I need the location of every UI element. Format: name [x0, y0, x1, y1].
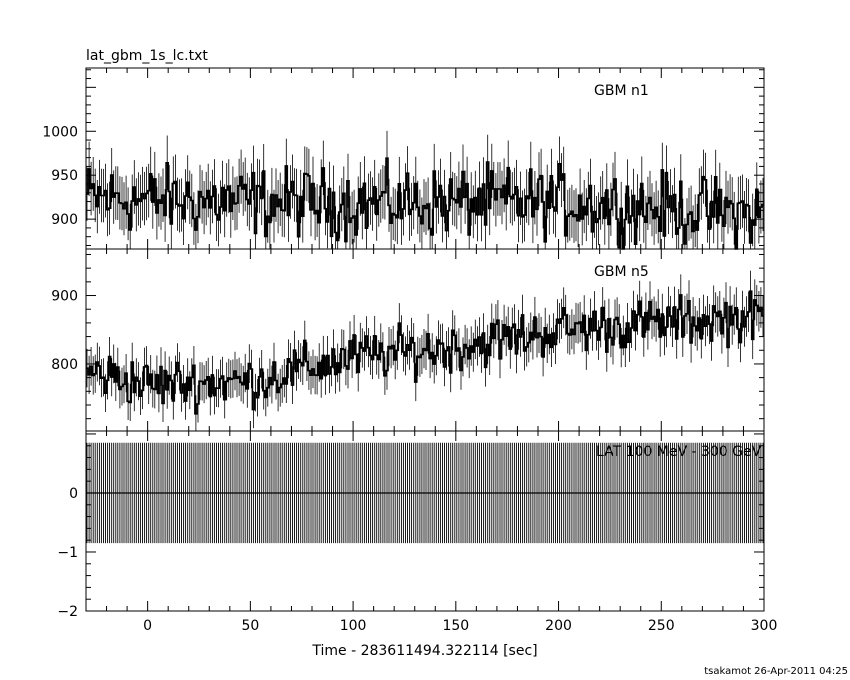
gbm-n1-panel: 900 950 1000 GBM n1	[42, 67, 765, 250]
x-tick-label: 50	[241, 618, 259, 634]
y-tick-label: 900	[51, 212, 78, 228]
lat-label: LAT 100 MeV - 300 GeV	[596, 444, 762, 460]
x-tick-label: 200	[545, 618, 572, 634]
gbm-n1-ticks: 900 950 1000	[42, 68, 765, 249]
y-tick-label: −1	[57, 545, 78, 561]
file-title: lat_gbm_1s_lc.txt	[86, 48, 208, 64]
y-tick-label: 900	[51, 289, 78, 305]
gbm-n5-ticks: 800 900	[51, 249, 765, 431]
gbm-n5-label: GBM n5	[594, 264, 649, 280]
x-tick-label: 300	[751, 618, 778, 634]
y-tick-label: 950	[51, 168, 78, 184]
x-axis-label: Time - 283611494.322114 [sec]	[311, 643, 537, 659]
gbm-n5-trace	[86, 270, 764, 431]
lat-frame	[85, 430, 765, 612]
x-tick-label: 100	[340, 618, 367, 634]
count-rate-line	[86, 157, 764, 250]
count-rate-line	[86, 290, 764, 415]
x-tick-label: 150	[442, 618, 469, 634]
lat-panel: 0 50 100 150 200 250 300 −2 −1 0 LAT 100 MeV - 30…	[57, 430, 777, 634]
gbm-n1-trace	[86, 130, 764, 250]
y-tick-label: 1000	[42, 124, 78, 140]
x-tick-label: 250	[648, 618, 675, 634]
y-tick-label: −2	[57, 604, 78, 620]
footer-stamp: tsakamot 26-Apr-2011 04:25	[704, 666, 848, 677]
gbm-n5-panel: 800 900 GBM n5	[51, 248, 765, 432]
lat-ticks: 0 50 100 150 200 250 300 −2 −1 0	[57, 431, 777, 634]
gbm-n5-frame	[85, 248, 765, 432]
y-tick-label: 800	[51, 357, 78, 373]
gbm-n1-label: GBM n1	[594, 83, 649, 99]
x-tick-label: 0	[143, 618, 152, 634]
y-tick-label: 0	[69, 486, 78, 502]
